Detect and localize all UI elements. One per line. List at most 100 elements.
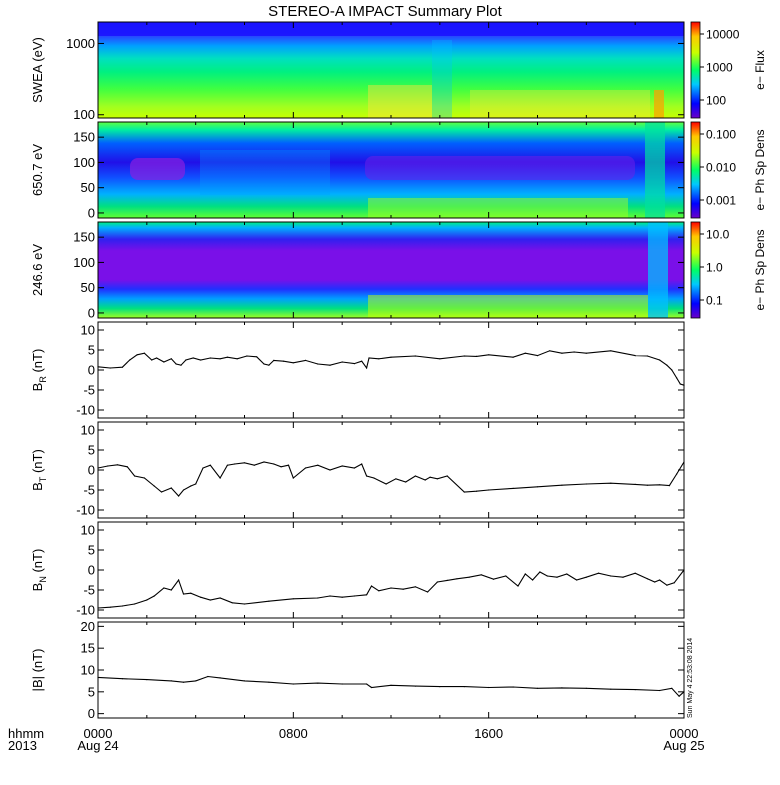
data-point: [366, 367, 368, 369]
data-point: [646, 355, 649, 357]
data-point: [679, 383, 681, 385]
data-point: [536, 355, 539, 357]
data-point: [207, 675, 209, 678]
panel-4: -10 -5 0 5 10 BR (nT): [30, 321, 685, 419]
data-point: [668, 485, 671, 487]
data-point: [429, 476, 431, 478]
data-point: [200, 359, 202, 361]
data-point: [492, 578, 495, 580]
data-point: [292, 362, 294, 364]
data-point: [414, 355, 416, 357]
data-point: [219, 677, 221, 679]
data-point: [160, 491, 163, 493]
swea-spectrogram: [98, 22, 684, 118]
data-point: [341, 465, 343, 467]
data-point: [366, 475, 368, 477]
data-point: [292, 683, 294, 685]
data-point: [378, 358, 380, 360]
data-point: [341, 596, 343, 598]
y-tick-label: 5: [88, 543, 95, 558]
y-axis-label: 246.6 eV: [30, 244, 45, 296]
data-point: [436, 581, 438, 583]
data-point: [585, 576, 587, 578]
data-point: [446, 475, 448, 477]
data-point: [610, 482, 612, 484]
data-point: [546, 575, 548, 577]
data-point: [200, 596, 202, 598]
data-point: [385, 483, 387, 485]
data-point: [488, 489, 490, 491]
colorbar-tick-label: 10000: [706, 28, 740, 42]
data-point: [378, 590, 380, 592]
data-point: [329, 469, 331, 471]
data-point: [634, 355, 636, 357]
y-tick-label: 150: [73, 230, 95, 245]
data-point: [185, 359, 187, 361]
data-point: [190, 485, 192, 487]
data-point: [610, 688, 612, 690]
data-point: [353, 595, 355, 597]
data-point: [390, 356, 392, 358]
x-axis-row1-label: hhmm: [8, 726, 44, 741]
data-point: [192, 357, 194, 359]
data-point: [659, 484, 661, 486]
data-point: [634, 689, 636, 691]
data-point: [414, 685, 416, 687]
data-point: [654, 581, 656, 583]
data-point: [368, 357, 370, 359]
data-point: [107, 465, 109, 467]
y-tick-label: 100: [73, 255, 95, 270]
data-point: [175, 363, 177, 365]
data-point: [129, 359, 131, 361]
data-point: [405, 481, 407, 483]
data-point: [151, 359, 153, 361]
data-point: [390, 587, 392, 589]
data-point: [505, 575, 507, 577]
y-tick-label: -5: [83, 583, 95, 598]
pad-650eV-spectrogram: [98, 122, 684, 218]
data-point: [317, 597, 319, 599]
y-tick-label: -5: [83, 483, 95, 498]
data-point: [561, 687, 563, 689]
data-point: [463, 686, 465, 688]
y-tick-label: -5: [83, 383, 95, 398]
data-point: [317, 363, 319, 365]
data-point: [280, 466, 282, 468]
y-tick-label: 5: [88, 443, 95, 458]
data-point: [170, 680, 172, 682]
y-axis-label: SWEA (eV): [30, 37, 45, 103]
data-point: [480, 574, 482, 576]
data-point: [676, 473, 678, 475]
data-point: [666, 364, 668, 366]
data-point: [153, 595, 155, 597]
y-axis-label: BR (nT): [30, 349, 48, 392]
plot-title: STEREO-A IMPACT Summary Plot: [268, 3, 502, 20]
data-point: [97, 467, 99, 469]
data-point: [126, 466, 128, 468]
data-point: [170, 487, 172, 489]
data-point: [414, 586, 416, 588]
data-point: [170, 589, 172, 591]
y-tick-label: 0: [88, 205, 95, 220]
data-point: [390, 684, 392, 686]
data-point: [134, 603, 136, 605]
colorbar-tick-label: 0.100: [706, 128, 736, 142]
data-point: [143, 352, 145, 354]
data-point: [317, 682, 319, 684]
colorbar-tick-label: 1.0: [706, 261, 723, 275]
y-tick-label: -10: [76, 403, 95, 418]
y-tick-label: 50: [81, 280, 95, 295]
data-point: [268, 600, 270, 602]
data-point: [136, 354, 138, 356]
data-point: [273, 359, 275, 361]
data-point: [468, 576, 470, 578]
data-point: [456, 578, 458, 580]
data-point: [234, 463, 236, 465]
data-point: [182, 489, 185, 491]
data-point: [116, 464, 119, 466]
panel-2: 0 50 100 150 650.7 eV 0.001 0.010 0.100 e− Ph Sp…: [30, 121, 767, 220]
data-point: [539, 571, 541, 573]
y-axis-label: 650.7 eV: [30, 144, 45, 196]
y-tick-label: -10: [76, 603, 95, 618]
